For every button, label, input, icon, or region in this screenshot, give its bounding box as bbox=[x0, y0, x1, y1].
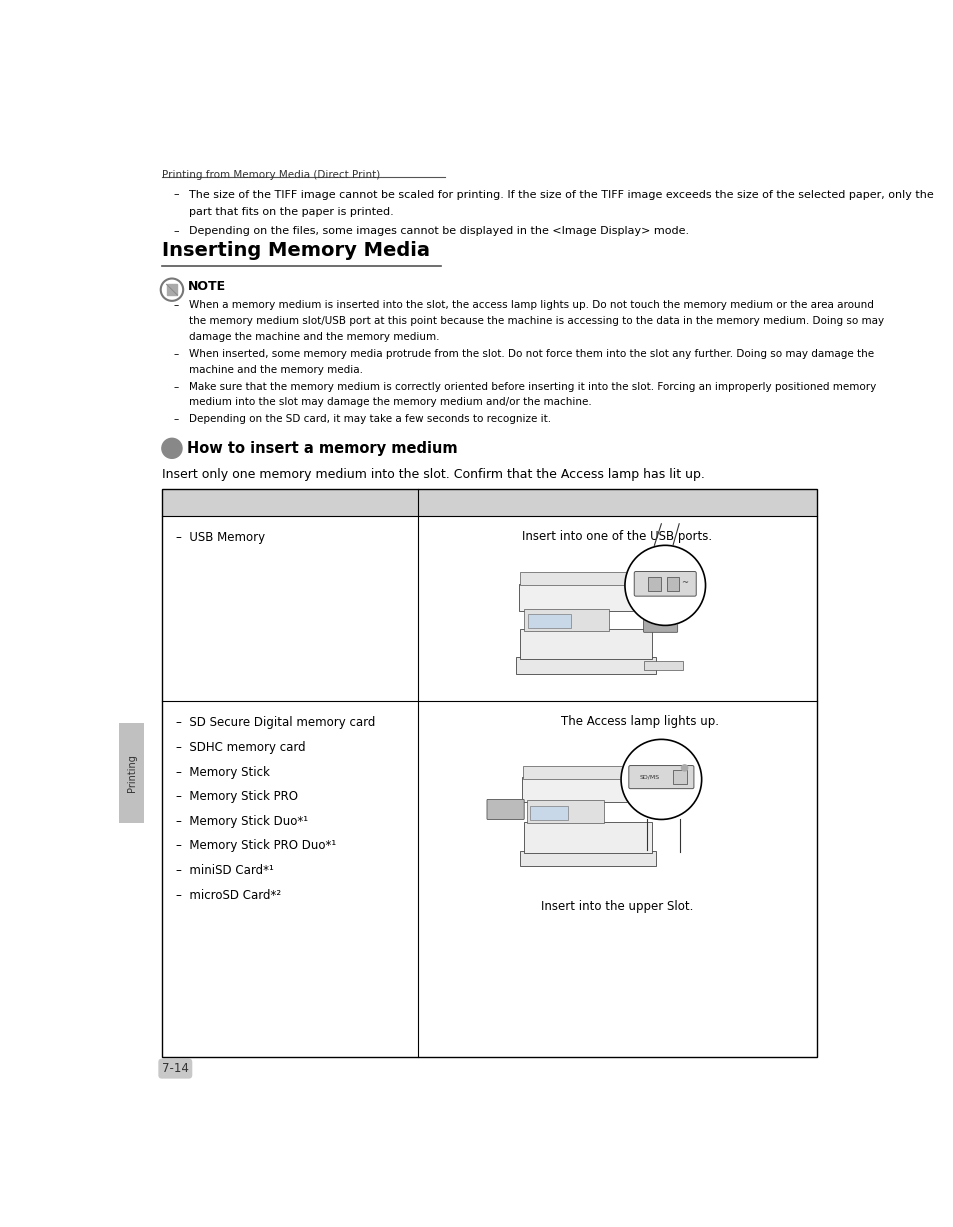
Text: –  USB Memory: – USB Memory bbox=[175, 531, 265, 545]
Text: –  SD Secure Digital memory card: – SD Secure Digital memory card bbox=[175, 717, 375, 729]
Text: SD/MS: SD/MS bbox=[639, 774, 659, 779]
Bar bbox=[519, 629, 652, 659]
Text: Make sure that the memory medium is correctly oriented before inserting it into : Make sure that the memory medium is corr… bbox=[189, 382, 876, 391]
Bar bbox=[519, 572, 650, 585]
Circle shape bbox=[620, 740, 700, 820]
Bar bbox=[672, 771, 686, 784]
Text: –: – bbox=[173, 382, 178, 391]
Text: part that fits on the paper is printed.: part that fits on the paper is printed. bbox=[189, 206, 394, 216]
Text: NOTE: NOTE bbox=[187, 281, 225, 293]
Text: 7-14: 7-14 bbox=[162, 1063, 189, 1075]
Text: Printing: Printing bbox=[127, 755, 136, 793]
Text: Insert only one memory medium into the slot. Confirm that the Access lamp has li: Insert only one memory medium into the s… bbox=[162, 467, 704, 481]
Bar bbox=[523, 767, 650, 779]
Text: –: – bbox=[173, 190, 179, 200]
Polygon shape bbox=[167, 285, 177, 294]
Text: –: – bbox=[173, 415, 178, 425]
Text: –: – bbox=[173, 226, 179, 236]
Text: How to insert a memory medium: How to insert a memory medium bbox=[187, 442, 457, 456]
Text: When a memory medium is inserted into the slot, the access lamp lights up. Do no: When a memory medium is inserted into th… bbox=[189, 301, 873, 310]
Text: medium into the slot may damage the memory medium and/or the machine.: medium into the slot may damage the memo… bbox=[189, 398, 591, 407]
Text: Media Type: Media Type bbox=[250, 496, 329, 509]
Circle shape bbox=[680, 764, 687, 771]
Bar bbox=[643, 661, 682, 670]
Text: machine and the memory media.: machine and the memory media. bbox=[189, 364, 363, 374]
Text: Insert into one of the USB ports.: Insert into one of the USB ports. bbox=[521, 530, 712, 542]
Text: damage the machine and the memory medium.: damage the machine and the memory medium… bbox=[189, 333, 439, 342]
Bar bbox=[529, 806, 568, 820]
Bar bbox=[526, 800, 603, 823]
Bar bbox=[162, 490, 816, 517]
FancyBboxPatch shape bbox=[628, 766, 693, 789]
Bar bbox=[523, 822, 652, 853]
Bar bbox=[519, 852, 656, 866]
Text: –  SDHC memory card: – SDHC memory card bbox=[175, 741, 305, 753]
Text: the memory medium slot/USB port at this point because the machine is accessing t: the memory medium slot/USB port at this … bbox=[189, 317, 883, 326]
Text: Printing from Memory Media (Direct Print): Printing from Memory Media (Direct Print… bbox=[162, 171, 379, 180]
Circle shape bbox=[624, 545, 705, 626]
Text: ~: ~ bbox=[680, 578, 687, 587]
Text: Depending on the files, some images cannot be displayed in the <Image Display> m: Depending on the files, some images cann… bbox=[189, 226, 688, 236]
Bar bbox=[162, 490, 816, 1058]
Bar bbox=[528, 614, 570, 628]
Text: Depending on the SD card, it may take a few seconds to recognize it.: Depending on the SD card, it may take a … bbox=[189, 415, 551, 425]
Bar bbox=[518, 584, 652, 611]
Bar bbox=[647, 577, 659, 590]
Text: Inserting Memory Media: Inserting Memory Media bbox=[162, 242, 430, 260]
Circle shape bbox=[162, 438, 182, 459]
Text: Insert into the upper Slot.: Insert into the upper Slot. bbox=[540, 899, 693, 913]
Text: –  Memory Stick PRO: – Memory Stick PRO bbox=[175, 790, 297, 804]
Text: –  miniSD Card*¹: – miniSD Card*¹ bbox=[175, 864, 274, 877]
Text: –  Memory Stick Duo*¹: – Memory Stick Duo*¹ bbox=[175, 815, 308, 828]
Text: –  microSD Card*²: – microSD Card*² bbox=[175, 888, 280, 902]
FancyBboxPatch shape bbox=[486, 800, 523, 820]
Bar bbox=[666, 577, 679, 590]
Text: When inserted, some memory media protrude from the slot. Do not force them into : When inserted, some memory media protrud… bbox=[189, 348, 873, 360]
Bar bbox=[119, 723, 144, 823]
FancyBboxPatch shape bbox=[634, 572, 696, 596]
Text: The Access lamp lights up.: The Access lamp lights up. bbox=[561, 715, 719, 728]
Bar bbox=[516, 656, 656, 674]
Text: –  Memory Stick PRO Duo*¹: – Memory Stick PRO Duo*¹ bbox=[175, 839, 335, 853]
Bar bbox=[523, 610, 609, 631]
Bar bbox=[521, 777, 652, 801]
Text: –  Memory Stick: – Memory Stick bbox=[175, 766, 270, 779]
Text: –: – bbox=[173, 348, 178, 360]
FancyBboxPatch shape bbox=[643, 620, 677, 632]
Text: –: – bbox=[173, 301, 178, 310]
Text: Inserting Media: Inserting Media bbox=[561, 496, 672, 509]
Text: The size of the TIFF image cannot be scaled for printing. If the size of the TIF: The size of the TIFF image cannot be sca… bbox=[189, 190, 933, 200]
